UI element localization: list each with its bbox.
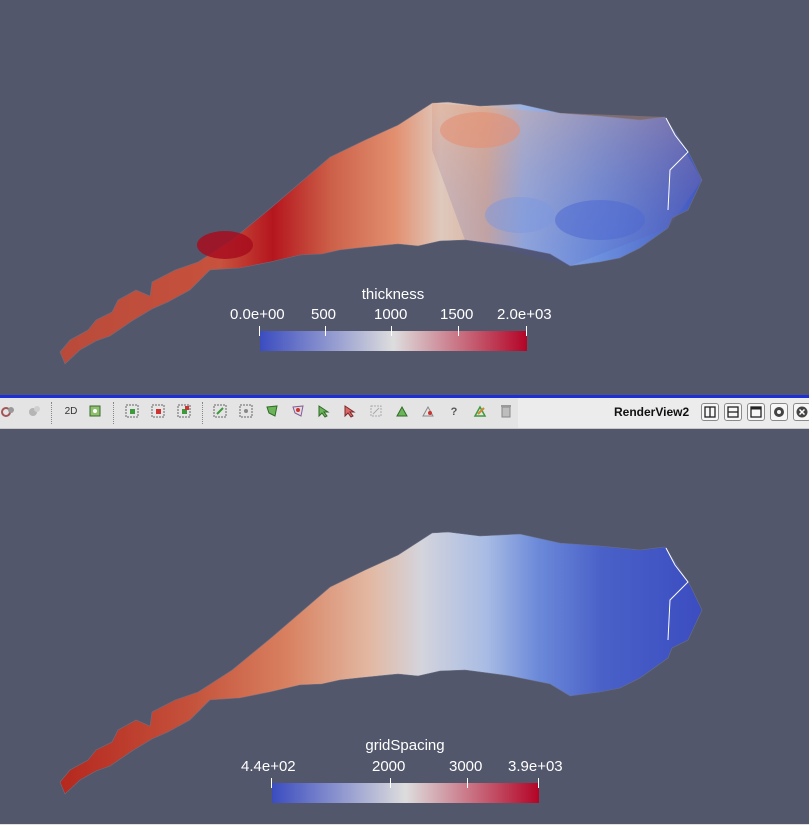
render-view-label: RenderView2 <box>614 405 690 419</box>
thickness-tick-label: 1500 <box>440 306 474 323</box>
close-icon[interactable] <box>793 403 809 421</box>
gridspacing-tick-mark <box>538 778 539 788</box>
gridspacing-legend-title: gridSpacing <box>365 737 445 754</box>
thickness-tick-label: 0.0e+00 <box>230 306 285 323</box>
select-cells-icon[interactable] <box>124 404 140 420</box>
render-view-bottom[interactable]: gridSpacing 4.4e+02 2000 3000 3.9e+03 <box>0 430 809 824</box>
shrink-selection-icon[interactable] <box>420 404 436 420</box>
thickness-tick-mark <box>391 326 392 336</box>
gridspacing-tick-mark <box>390 778 391 788</box>
split-horizontal-icon[interactable] <box>701 403 719 421</box>
gridspacing-tick-label: 3.9e+03 <box>508 758 563 775</box>
gridspacing-tick-label: 3000 <box>449 758 483 775</box>
adjust-camera-icon[interactable] <box>87 404 103 420</box>
query-button[interactable]: ? <box>450 406 458 418</box>
frustum-points-icon[interactable] <box>238 404 254 420</box>
gridspacing-color-bar <box>272 783 539 803</box>
thickness-tick-mark <box>259 326 260 336</box>
camera-link-icon[interactable] <box>0 404 16 420</box>
interactive-select-icon[interactable] <box>316 404 332 420</box>
toggle-2d-button[interactable]: 2D <box>64 406 78 417</box>
hover-cells-icon[interactable] <box>342 404 358 420</box>
view-toolbar: 2D <box>0 398 809 429</box>
polygon-cells-icon[interactable] <box>264 404 280 420</box>
thickness-tick-label: 500 <box>311 306 337 323</box>
thickness-tick-mark <box>458 326 459 336</box>
select-points-icon[interactable] <box>150 404 166 420</box>
gridspacing-tick-mark <box>467 778 468 788</box>
split-vertical-icon[interactable] <box>724 403 742 421</box>
delete-icon[interactable] <box>498 404 514 420</box>
polygon-points-icon[interactable] <box>290 404 306 420</box>
gridspacing-tick-label: 4.4e+02 <box>241 758 296 775</box>
hover-points-icon[interactable] <box>368 404 384 420</box>
gridspacing-mesh[interactable] <box>0 430 809 824</box>
thickness-mesh[interactable] <box>0 0 809 395</box>
select-block-icon[interactable] <box>176 404 192 420</box>
maximize-icon[interactable] <box>747 403 765 421</box>
active-view-border <box>0 395 809 398</box>
thickness-legend-title: thickness <box>361 286 425 303</box>
selection-toolbar: 2D <box>0 398 518 428</box>
thickness-tick-label: 2.0e+03 <box>497 306 552 323</box>
thickness-tick-mark <box>325 326 326 336</box>
edit-annotations-icon[interactable] <box>472 404 488 420</box>
grow-selection-icon[interactable] <box>394 404 410 420</box>
camera-undo-icon[interactable] <box>26 404 42 420</box>
thickness-tick-mark <box>526 326 527 336</box>
thickness-color-bar <box>260 331 527 351</box>
render-view-top[interactable]: thickness 0.0e+00 500 1000 1500 2.0e+03 <box>0 0 809 395</box>
gridspacing-tick-mark <box>271 778 272 788</box>
restore-icon[interactable] <box>770 403 788 421</box>
gridspacing-tick-label: 2000 <box>372 758 406 775</box>
thickness-tick-label: 1000 <box>374 306 408 323</box>
frustum-cells-icon[interactable] <box>212 404 228 420</box>
